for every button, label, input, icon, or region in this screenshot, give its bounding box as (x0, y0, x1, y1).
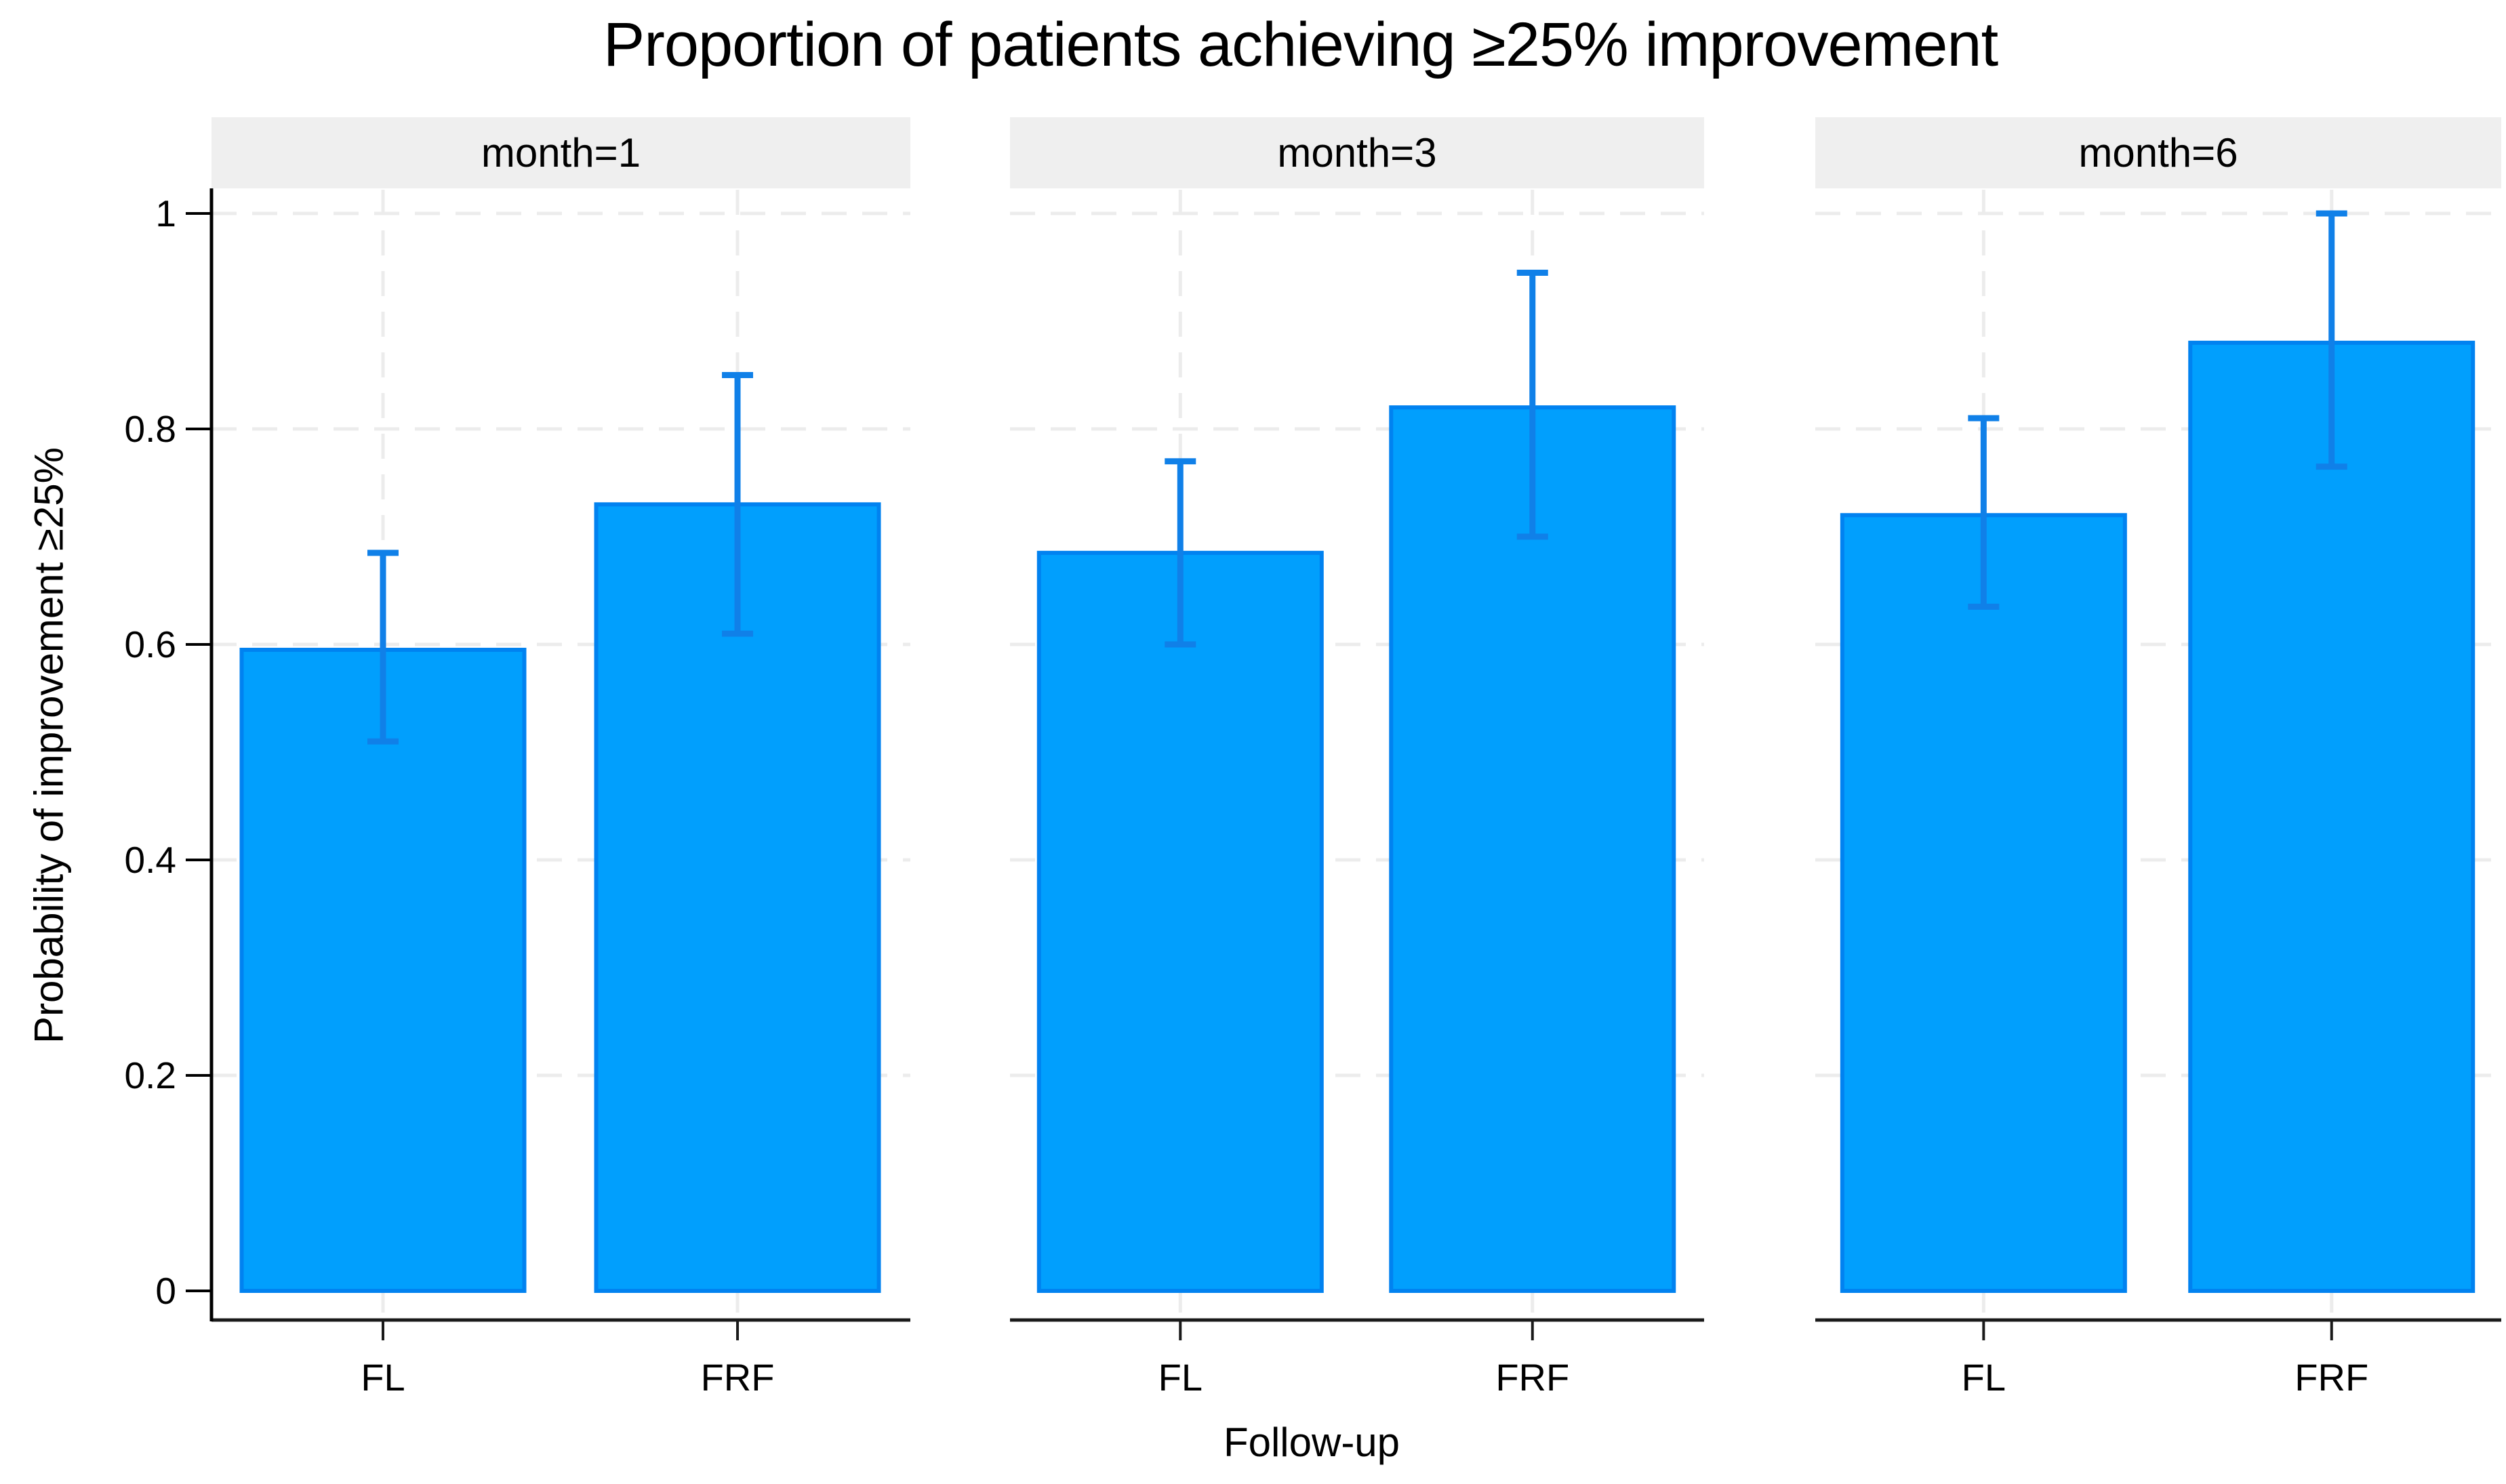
chart-title: Proportion of patients achieving ≥25% im… (603, 10, 1998, 79)
facet-strip-label: month=3 (1277, 130, 1437, 176)
x-axis-title: Follow-up (1223, 1420, 1400, 1465)
bar-FL-month-3 (1036, 550, 1324, 1293)
bar-FL-month-6 (1840, 513, 2127, 1294)
x-tick-label-FRF: FRF (701, 1356, 775, 1399)
bar-FRF-month-3 (1389, 405, 1676, 1294)
bar-FL-month-1 (239, 647, 527, 1293)
facet-strip-month-1: month=1 (211, 117, 910, 188)
facet-strip-label: month=1 (481, 130, 641, 176)
y-tick-label-1: 1 (155, 192, 176, 234)
x-tick-label-FL: FL (361, 1356, 405, 1399)
y-axis-title: Probability of improvement ≥25% (26, 447, 72, 1044)
facet-strip-month-6: month=6 (1815, 117, 2501, 188)
facet-strip-label: month=6 (2078, 130, 2238, 176)
x-tick-label-FL: FL (1962, 1356, 2006, 1399)
x-tick-label-FRF: FRF (2295, 1356, 2368, 1399)
bar-FRF-month-6 (2188, 340, 2475, 1293)
y-tick-label-0.8: 0.8 (125, 408, 176, 450)
y-tick-label-0.4: 0.4 (125, 839, 176, 881)
y-tick-label-0: 0 (155, 1270, 176, 1312)
x-tick-label-FL: FL (1158, 1356, 1203, 1399)
y-tick-label-0.2: 0.2 (125, 1054, 176, 1096)
y-tick-label-0.6: 0.6 (125, 623, 176, 665)
facet-strip-month-3: month=3 (1010, 117, 1704, 188)
x-tick-label-FRF: FRF (1495, 1356, 1569, 1399)
